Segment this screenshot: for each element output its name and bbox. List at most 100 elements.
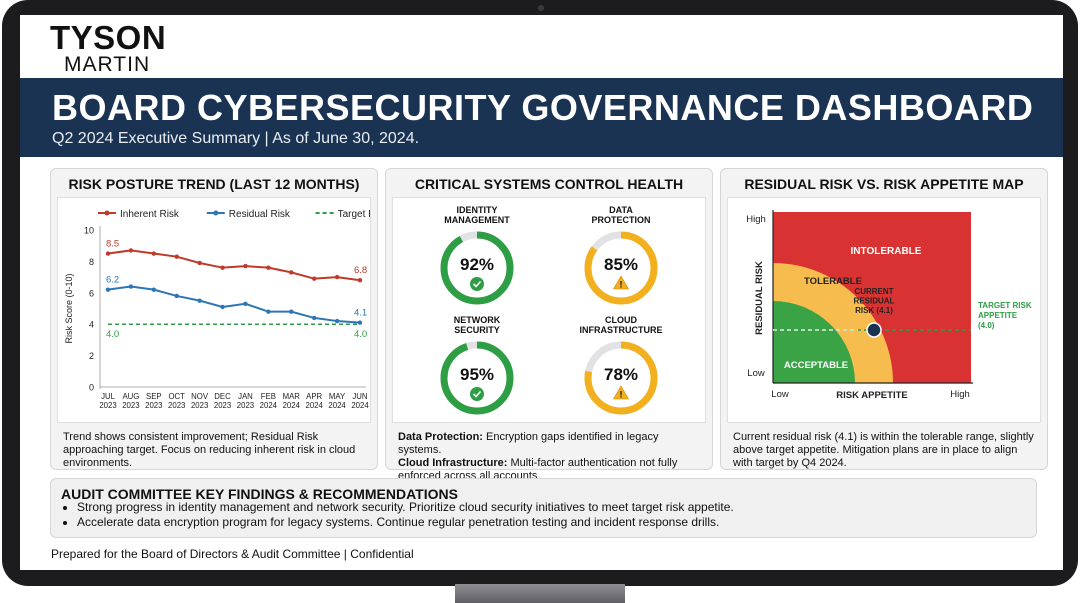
x-tick-year: 2023 <box>145 401 162 410</box>
y-tick-label: 10 <box>84 226 94 236</box>
current-risk-marker <box>866 322 882 338</box>
data-label: 4.0 <box>354 329 367 340</box>
control-health-panel: CRITICAL SYSTEMS CONTROL HEALTH IDENTITY… <box>385 168 713 482</box>
check-mark <box>472 390 482 398</box>
x-tick-month: APR <box>306 392 322 401</box>
data-point <box>197 298 202 303</box>
target-risk-label: TARGET RISK APPETITE (4.0) <box>978 301 1032 330</box>
note-data-protection-label: Data Protection: <box>398 431 483 443</box>
target-label-line: APPETITE <box>978 311 1018 320</box>
logo-line-2: MARTIN <box>64 53 151 76</box>
title-banner: BOARD CYBERSECURITY GOVERNANCE DASHBOARD… <box>20 78 1063 157</box>
gauge-fill <box>440 341 514 415</box>
risk-trend-chart: Inherent Risk Residual Risk Target Risk 0 2 4… <box>64 209 370 410</box>
company-logo: TYSON MARTIN <box>50 21 166 76</box>
x-tick-month: OCT <box>168 392 185 401</box>
y-tick-label: 0 <box>89 383 94 393</box>
y-high-label: High <box>746 214 766 225</box>
data-point <box>105 287 111 292</box>
data-label: 6.2 <box>106 275 119 286</box>
warning-icon <box>612 385 630 400</box>
x-tick-month: NOV <box>191 392 209 401</box>
x-tick-label: AUG 2023 <box>122 392 139 410</box>
data-point <box>151 251 157 256</box>
legend-marker <box>213 210 219 216</box>
monitor-frame: TYSON MARTIN BOARD CYBERSECURITY GOVERNA… <box>2 0 1078 586</box>
x-tick-year: 2024 <box>328 401 346 410</box>
target-label-line: TARGET RISK <box>978 301 1032 310</box>
x-tick-label: SEP 2023 <box>145 392 162 410</box>
data-label: 4.0 <box>106 329 119 340</box>
x-tick-month: JUL <box>101 392 116 401</box>
x-tick-year: 2024 <box>260 401 278 410</box>
data-point <box>197 260 202 266</box>
x-tick-year: 2023 <box>237 401 254 410</box>
gauge-title: NETWORK SECURITY <box>454 315 501 335</box>
x-tick-year: 2023 <box>99 401 116 410</box>
x-tick-label: JUN 2024 <box>351 392 369 410</box>
gauge-cloud-infrastructure: CLOUD INFRASTRUCTURE 78%! <box>580 315 663 415</box>
zone-label-intolerable: INTOLERABLE <box>851 246 922 257</box>
series-line-inherent-risk <box>107 249 361 282</box>
data-point <box>128 284 134 289</box>
y-tick-label: 4 <box>89 320 94 330</box>
risk-map-area: INTOLERABLE TOLERABLE ACCEPTABLE TARGET RIS… <box>727 197 1041 423</box>
zone-label-acceptable: ACCEPTABLE <box>784 360 848 371</box>
dashboard-screen: TYSON MARTIN BOARD CYBERSECURITY GOVERNA… <box>20 15 1063 570</box>
current-label-line: RESIDUAL <box>854 297 895 306</box>
gauge-fill <box>440 231 514 305</box>
series-line-residual-risk <box>107 285 361 324</box>
x-tick-month: DEC <box>214 392 231 401</box>
data-point <box>128 248 134 253</box>
data-point <box>357 320 363 325</box>
control-health-area: IDENTITY MANAGEMENT 92% DATA PROTECTION 85%! N… <box>392 197 706 423</box>
gauge-title-line: NETWORK <box>454 315 501 325</box>
data-point <box>174 254 179 259</box>
legend-label: Target Risk <box>338 209 370 220</box>
gauge-title-line: PROTECTION <box>591 215 650 225</box>
data-point <box>289 270 294 275</box>
x-tick-label: MAR 2024 <box>283 392 301 410</box>
note-data-protection-text: Encryption gaps identified in legacy sys… <box>398 431 659 456</box>
data-point <box>266 309 271 314</box>
control-health-note: Data Protection: Encryption gaps identif… <box>398 431 704 483</box>
data-point <box>151 287 157 292</box>
x-tick-label: NOV 2023 <box>191 392 209 410</box>
monitor-stand <box>455 584 625 603</box>
risk-map-panel: RESIDUAL RISK VS. RISK APPETITE MAP INTO… <box>720 168 1048 470</box>
x-tick-label: OCT 2023 <box>168 392 185 410</box>
x-tick-year: 2024 <box>306 401 324 410</box>
data-point <box>220 304 225 310</box>
legend-label: Inherent Risk <box>120 209 180 220</box>
control-health-gauges: IDENTITY MANAGEMENT 92% DATA PROTECTION 85%! N… <box>440 205 663 415</box>
data-point <box>220 265 225 270</box>
x-tick-year: 2023 <box>214 401 231 410</box>
data-point <box>357 278 363 283</box>
findings-title: AUDIT COMMITTEE KEY FINDINGS & RECOMMEND… <box>61 486 458 502</box>
x-tick-month: MAR <box>283 392 301 401</box>
x-tick-month: JAN <box>238 392 253 401</box>
page-subtitle: Q2 2024 Executive Summary | As of June 3… <box>52 130 420 147</box>
gauge-title-line: CLOUD <box>605 315 637 325</box>
x-tick-month: FEB <box>261 392 276 401</box>
x-axis-title: RISK APPETITE <box>836 390 907 401</box>
gauge-title-line: INFRASTRUCTURE <box>580 325 663 335</box>
y-axis-title: RESIDUAL RISK <box>754 261 765 335</box>
data-point <box>289 309 294 314</box>
x-tick-year: 2023 <box>122 401 139 410</box>
x-tick-label: MAY 2024 <box>328 392 346 410</box>
data-label: 6.8 <box>354 265 367 276</box>
gauge-network-security: NETWORK SECURITY 95% <box>440 315 514 415</box>
gauge-fill <box>584 231 658 305</box>
data-point <box>243 263 248 269</box>
legend-marker <box>104 210 110 216</box>
webcam-dot <box>538 5 544 11</box>
check-mark <box>472 280 482 288</box>
current-label-line: CURRENT <box>854 287 893 296</box>
data-point <box>334 318 340 324</box>
x-tick-year: 2024 <box>283 401 301 410</box>
x-tick-month: AUG <box>122 392 139 401</box>
warning-mark: ! <box>620 280 623 290</box>
x-tick-label: JUL 2023 <box>99 392 116 410</box>
x-high-label: High <box>950 389 970 400</box>
